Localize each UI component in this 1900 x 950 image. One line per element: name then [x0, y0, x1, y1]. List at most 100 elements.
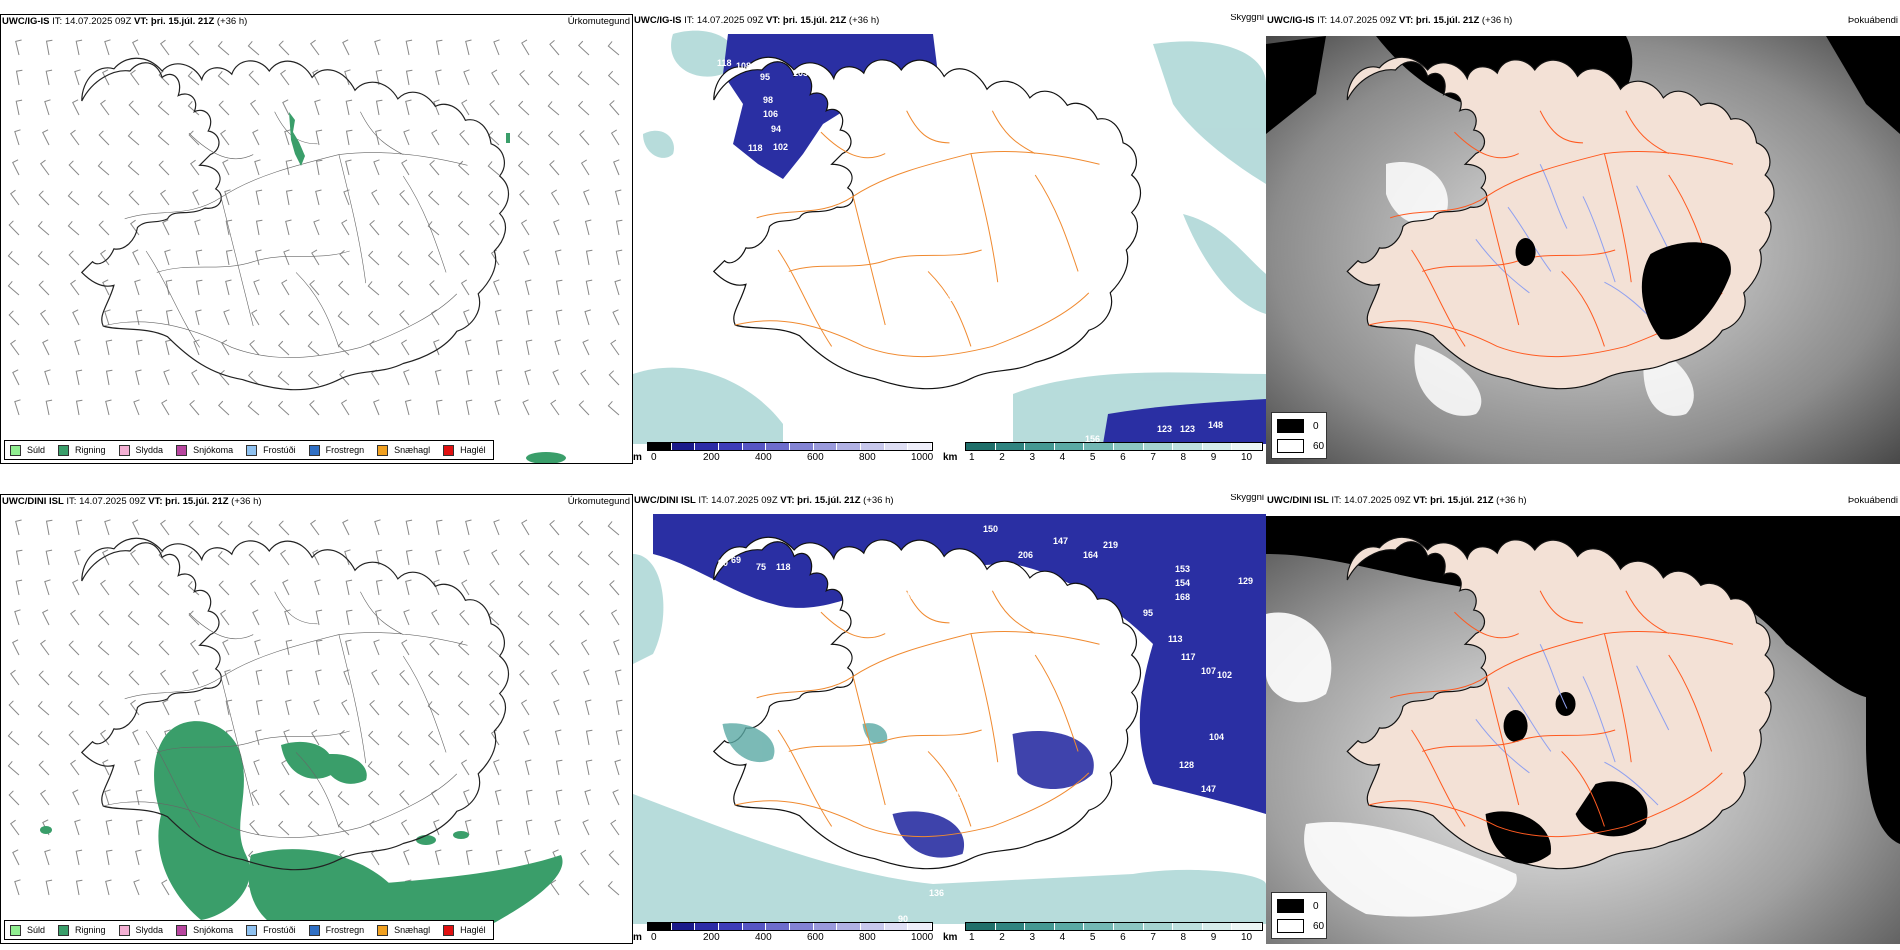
wind-barb — [405, 99, 412, 116]
wind-barb — [157, 130, 170, 146]
colorbar-step — [908, 443, 933, 450]
cloud-base-value: 113 — [1168, 634, 1183, 644]
wind-barb — [249, 99, 260, 116]
fog-legend-swatch — [1277, 419, 1304, 433]
wind-barb — [195, 249, 203, 266]
wind-barb — [614, 279, 621, 296]
wind-barb — [461, 579, 470, 596]
cloud-base-value: 98 — [763, 95, 774, 105]
wind-barb — [554, 729, 562, 746]
wind-barb — [367, 730, 380, 746]
wind-barb — [135, 819, 143, 836]
it-label: IT: — [684, 15, 695, 26]
legend-item: Haglél — [443, 444, 486, 456]
wind-barb — [105, 369, 113, 386]
wind-barb — [608, 850, 620, 866]
fog-land-patches — [1515, 238, 1731, 340]
wind-barb — [45, 879, 53, 896]
wind-barb — [435, 519, 443, 536]
wind-barb — [187, 580, 200, 596]
model-name: UWC/IG-IS — [1267, 15, 1315, 26]
wind-barb — [339, 370, 350, 386]
wind-barb — [547, 581, 560, 596]
wind-barb — [315, 609, 323, 626]
wind-barb — [549, 160, 560, 176]
wind-barb — [307, 341, 320, 356]
wind-barb — [8, 790, 20, 806]
cloud-base-value: 118 — [748, 143, 763, 153]
valid-time: þri. 15.júl. 21Z — [165, 496, 229, 507]
wind-barb — [192, 669, 200, 686]
road-network — [1369, 591, 1733, 837]
wind-barb — [435, 39, 443, 56]
legend-swatch — [377, 924, 389, 936]
wind-barb — [431, 609, 440, 626]
legend-item: Frostregn — [308, 924, 364, 936]
cloud-base-value: 89 — [905, 591, 916, 601]
wind-barb — [521, 39, 530, 56]
wind-barb — [313, 699, 320, 716]
wind-barb — [165, 279, 173, 296]
wind-barb — [554, 339, 561, 356]
colorbar-tick: 5 — [1089, 932, 1096, 943]
wind-barb — [10, 669, 20, 686]
wind-barb — [430, 789, 440, 806]
wind-barb — [189, 639, 200, 656]
wind-barb — [164, 249, 171, 266]
colorbar-tick: 1 — [969, 932, 975, 943]
colorbar-tick: 10 — [1241, 932, 1253, 943]
wind-barb — [45, 39, 53, 56]
wind-barb — [225, 249, 233, 266]
cloud-base-value: 107 — [1201, 666, 1217, 676]
legend-label: Haglél — [460, 925, 486, 935]
wind-barb — [427, 221, 440, 236]
wind-barb — [160, 519, 170, 536]
wind-barb — [14, 399, 21, 416]
wind-barb — [457, 220, 470, 236]
cloud-base-value: 108 — [736, 61, 752, 71]
wind-barb — [375, 549, 383, 566]
wind-barb — [132, 519, 140, 536]
wind-barb — [427, 730, 440, 746]
wind-barb — [494, 309, 502, 326]
wind-barb — [158, 70, 170, 86]
wind-barb — [253, 759, 260, 776]
wind-barb — [489, 100, 500, 116]
wind-barb — [69, 279, 80, 296]
colorbar-tick: 600 — [807, 452, 824, 463]
legend-swatch — [443, 444, 455, 456]
wind-barb — [188, 40, 200, 56]
bottom-precip-panel: UWC/DINI ISL IT: 14.07.2025 09Z VT: þri.… — [0, 494, 633, 944]
wind-barb — [374, 39, 381, 56]
fog-index-map — [1266, 516, 1900, 944]
wind-barb — [342, 39, 350, 56]
wind-barb — [284, 609, 291, 626]
wind-barb — [39, 309, 50, 326]
wind-barb — [373, 399, 380, 416]
wind-barb — [465, 399, 473, 416]
wind-barb — [222, 159, 230, 176]
wind-barb — [435, 399, 443, 416]
wind-barb — [369, 820, 380, 836]
wind-barb — [429, 640, 440, 656]
wind-barb — [14, 879, 21, 896]
it-label: IT: — [66, 496, 77, 507]
wind-barb — [464, 819, 472, 836]
wind-barb — [12, 849, 20, 866]
wind-barb — [519, 550, 530, 566]
wind-barb — [7, 760, 20, 776]
wind-barb — [249, 820, 260, 836]
colorbar-unit: km — [943, 452, 958, 463]
wind-barb — [105, 879, 112, 896]
wind-barb — [67, 700, 80, 716]
colorbar-step — [790, 443, 814, 450]
wind-barb — [277, 820, 290, 836]
wind-barb — [102, 69, 110, 86]
colorbar-step — [742, 443, 767, 450]
panel-header: UWC/IG-IS IT: 14.07.2025 09Z VT: þri. 15… — [1266, 14, 1900, 28]
wind-barb — [397, 731, 410, 746]
wind-barb — [405, 69, 413, 86]
legend-swatch — [176, 924, 188, 936]
colorbar-step — [1232, 923, 1262, 930]
wind-barb — [608, 370, 620, 386]
